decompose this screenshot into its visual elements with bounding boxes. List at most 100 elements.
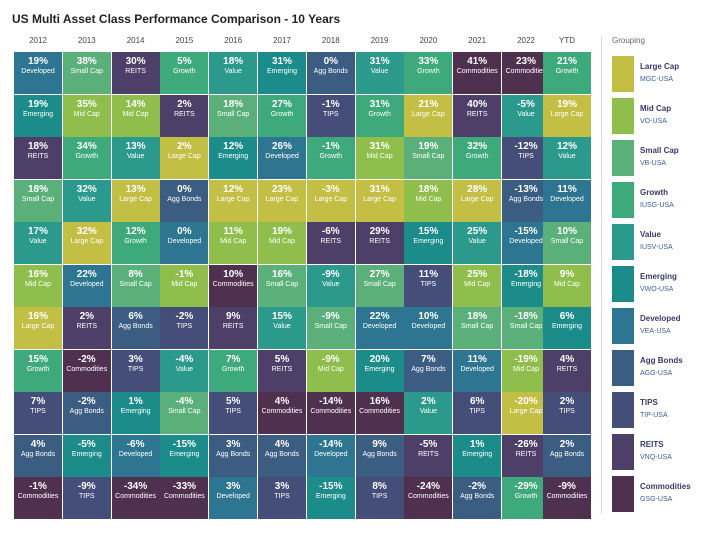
cell-value: -26%	[514, 438, 538, 450]
legend-item: Agg Bonds AGG-USA	[612, 350, 716, 386]
cell-value: -2%	[175, 311, 194, 322]
performance-cell: 23% Commodities	[502, 52, 550, 94]
performance-cell: 30% REITS	[111, 52, 160, 94]
performance-cell: 15% Value	[258, 307, 306, 349]
cell-value: -2%	[468, 481, 487, 492]
performance-cell: 3% TIPS	[258, 477, 306, 519]
performance-cell: -5% Value	[502, 94, 550, 137]
cell-value: -12%	[514, 141, 538, 152]
cell-value: 23%	[271, 183, 292, 195]
performance-cell: 3% TIPS	[111, 349, 160, 392]
performance-cell: -5% Emerging	[62, 434, 111, 477]
grouping-title: Grouping	[612, 36, 645, 45]
performance-cell: 27% Growth	[258, 94, 306, 137]
cell-label: Developed	[265, 153, 299, 160]
year-header: 2021	[468, 36, 487, 45]
cell-label: Emerging	[218, 153, 249, 160]
legend-swatch	[612, 266, 634, 302]
performance-cell: 18% REITS	[14, 137, 62, 179]
performance-cell: 31% Growth	[355, 94, 404, 137]
cell-label: Mid Cap	[122, 110, 149, 118]
cell-value: 27%	[271, 98, 292, 110]
cell-label: Agg Bonds	[264, 450, 300, 458]
cell-label: Agg Bonds	[362, 450, 397, 458]
performance-cell: -9% Small Cap	[306, 307, 355, 349]
performance-cell: -4% Value	[160, 349, 209, 392]
cell-value: 2%	[559, 396, 575, 407]
performance-cell: -19% Mid Cap	[502, 349, 550, 392]
cell-value: 16%	[27, 311, 48, 322]
cell-label: Growth	[368, 110, 391, 118]
performance-cell: -9% Value	[306, 264, 355, 307]
cell-label: Developed	[550, 195, 584, 203]
cell-label: TIPS	[30, 408, 46, 415]
legend-name: Mid Cap	[640, 104, 672, 113]
performance-cell: 25% Value	[453, 222, 502, 264]
performance-cell: 8% Small Cap	[111, 264, 160, 307]
cell-value: 2%	[177, 98, 192, 110]
cell-label: Large Cap	[314, 195, 348, 203]
performance-cell: 0% Agg Bonds	[160, 179, 209, 222]
cell-value: 19%	[27, 56, 48, 67]
cell-value: 5%	[177, 56, 192, 67]
cell-value: 40%	[467, 98, 488, 110]
legend-item: Growth IUSG-USA	[612, 182, 716, 218]
cell-value: 7%	[225, 353, 241, 365]
cell-value: 26%	[271, 141, 292, 152]
cell-label: Agg Bonds	[411, 365, 446, 373]
performance-cell: 11% Developed	[453, 349, 502, 392]
cell-value: 2%	[79, 311, 95, 322]
performance-cell: 19% Large Cap	[543, 94, 591, 137]
cell-label: Developed	[167, 238, 202, 245]
cell-value: -4%	[175, 353, 194, 365]
year-header: YTD	[559, 36, 575, 45]
legend-name: REITS	[640, 440, 664, 449]
performance-cell: 19% Mid Cap	[258, 222, 306, 264]
cell-label: Value	[468, 238, 486, 245]
legend-name: Commodities	[640, 482, 691, 491]
cell-value: -9%	[558, 481, 576, 492]
performance-cell: 32% Growth	[453, 137, 502, 179]
cell-value: 7%	[421, 353, 436, 365]
cell-label: Large Cap	[509, 408, 543, 415]
cell-value: 19%	[271, 226, 292, 237]
cell-label: Commodities	[115, 493, 157, 500]
cell-label: Small Cap	[217, 110, 250, 118]
cell-value: 12%	[223, 141, 244, 152]
cell-value: 15%	[418, 226, 439, 237]
cell-value: 16%	[369, 396, 390, 407]
cell-value: 11%	[557, 183, 577, 195]
performance-cell: -2% Commodities	[62, 349, 111, 392]
cell-label: Agg Bonds	[167, 195, 202, 203]
cell-label: Growth	[555, 68, 579, 75]
cell-label: Agg Bonds	[20, 450, 56, 458]
legend-ticker: VEA-USA	[640, 328, 671, 335]
cell-value: 6%	[469, 396, 485, 407]
legend-name: TIPS	[640, 398, 658, 407]
cell-label: Large Cap	[363, 195, 396, 203]
performance-cell: 0% Agg Bonds	[306, 52, 355, 94]
cell-label: Value	[322, 280, 340, 288]
cell-label: Mid Cap	[553, 280, 581, 288]
cell-value: 3%	[274, 481, 290, 492]
cell-label: Small Cap	[412, 153, 445, 160]
legend-item: Developed VEA-USA	[612, 308, 716, 344]
legend-ticker: VWO-USA	[640, 286, 674, 293]
performance-cell: 18% Small Cap	[453, 307, 502, 349]
cell-label: Mid Cap	[73, 110, 100, 118]
legend-name: Small Cap	[640, 146, 679, 155]
cell-label: Small Cap	[461, 323, 494, 330]
cell-value: 9%	[559, 268, 575, 280]
performance-cell: 3% Agg Bonds	[209, 434, 258, 477]
cell-label: Large Cap	[265, 195, 299, 203]
year-header: 2012	[29, 36, 47, 45]
performance-cell: -33% Commodities	[160, 477, 209, 519]
cell-label: Developed	[509, 238, 543, 245]
performance-cell: 38% Small Cap	[62, 52, 111, 94]
cell-value: -1%	[321, 98, 340, 110]
cell-value: 8%	[128, 268, 143, 280]
performance-cell: -2% Agg Bonds	[453, 477, 502, 519]
performance-cell: 0% Developed	[160, 222, 209, 264]
performance-cell: 32% Value	[62, 179, 111, 222]
cell-value: -18%	[514, 268, 538, 280]
